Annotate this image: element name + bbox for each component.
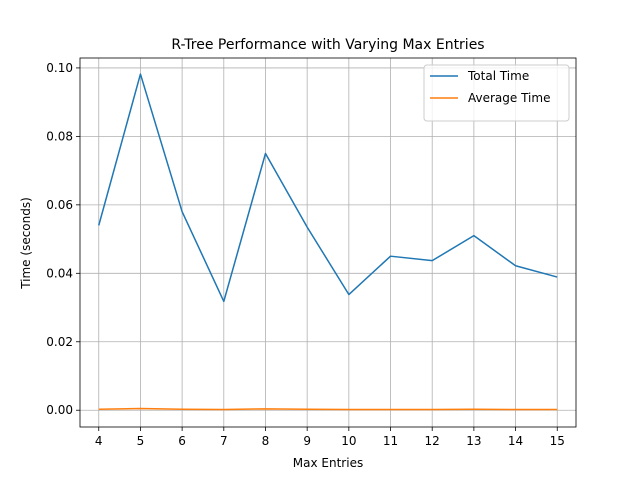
- legend-label: Average Time: [468, 91, 550, 105]
- legend-label: Total Time: [467, 69, 529, 83]
- x-tick-label: 10: [341, 434, 356, 448]
- series-line-total-time: [98, 73, 558, 303]
- x-tick-label: 9: [303, 434, 311, 448]
- y-tick-label: 0.00: [46, 403, 73, 417]
- y-tick-label: 0.04: [46, 266, 73, 280]
- chart-title: R-Tree Performance with Varying Max Entr…: [171, 37, 484, 53]
- x-tick-label: 13: [466, 434, 481, 448]
- x-axis-label: Max Entries: [293, 456, 363, 470]
- series-lines: [98, 73, 558, 411]
- y-axis-ticks: 0.00 0.02 0.04 0.06 0.08 0.10: [46, 61, 80, 417]
- y-tick-label: 0.06: [46, 198, 73, 212]
- plot-frame: [79, 57, 577, 428]
- series-line-average-time: [98, 407, 558, 411]
- y-tick-label: 0.02: [46, 335, 73, 349]
- x-axis-ticks: 4 5 6 7 8 9 10 11 12 13 14 15: [95, 427, 565, 448]
- x-tick-label: 15: [550, 434, 565, 448]
- y-axis-label: Time (seconds): [19, 197, 33, 290]
- x-tick-label: 6: [178, 434, 186, 448]
- legend-box: [423, 64, 570, 122]
- y-tick-label: 0.10: [46, 61, 73, 75]
- x-tick-label: 14: [508, 434, 523, 448]
- x-tick-label: 11: [383, 434, 398, 448]
- x-tick-label: 8: [262, 434, 270, 448]
- y-tick-label: 0.08: [46, 129, 73, 143]
- legend: Total Time Average Time: [423, 64, 570, 122]
- x-tick-label: 5: [137, 434, 145, 448]
- x-tick-label: 12: [425, 434, 440, 448]
- x-tick-label: 4: [95, 434, 103, 448]
- x-tick-label: 7: [220, 434, 228, 448]
